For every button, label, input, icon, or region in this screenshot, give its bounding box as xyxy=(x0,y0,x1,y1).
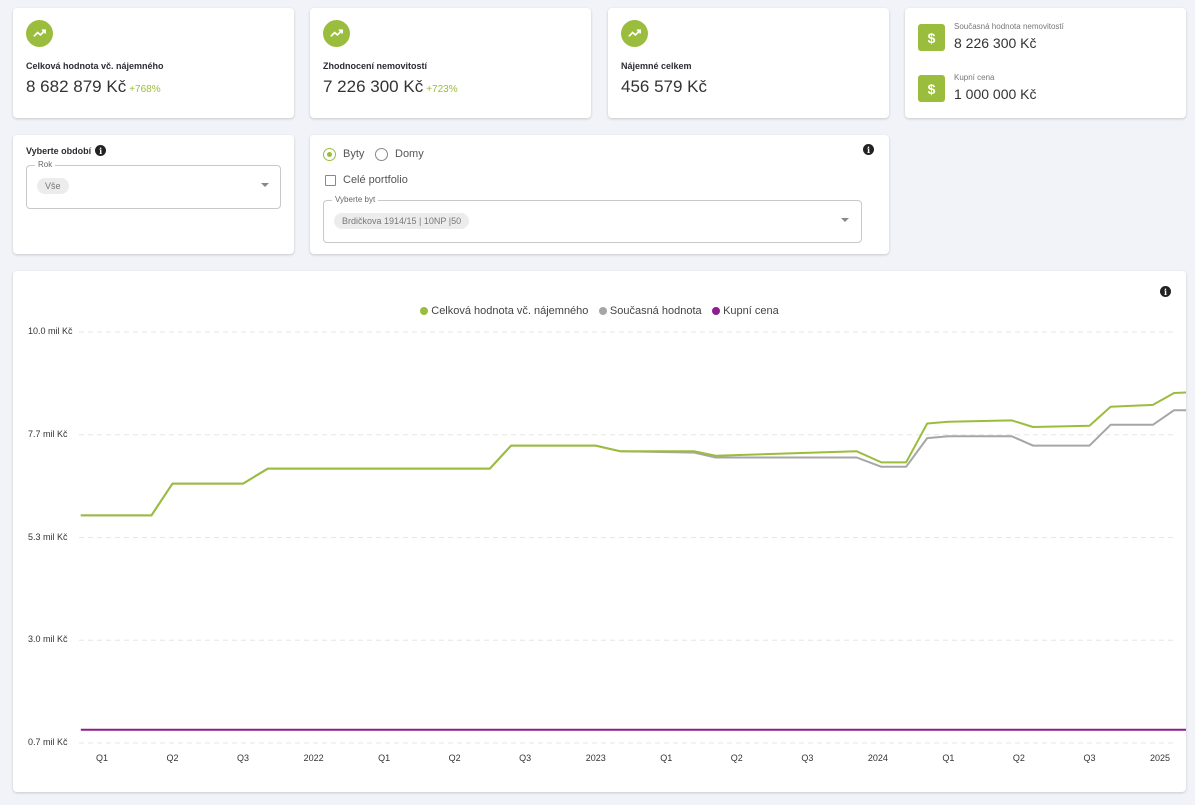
x-tick-label: Q2 xyxy=(1012,753,1025,763)
year-select-label: Rok xyxy=(35,160,56,169)
legend-label: Současná hodnota xyxy=(609,305,702,317)
kpi-value-text: 7 226 300 Kč xyxy=(323,77,424,96)
info-icon[interactable]: i xyxy=(1160,286,1171,297)
kpi-value: 7 226 300 Kč +723% xyxy=(323,77,458,97)
x-tick-label: 2024 xyxy=(867,753,888,763)
legend-label: Celková hodnota vč. nájemného xyxy=(431,305,589,317)
kpi-card-appreciation: Zhodnocení nemovitostí 7 226 300 Kč +723% xyxy=(310,8,591,118)
kpi-value-text: 456 579 Kč xyxy=(621,77,708,96)
y-tick-label: 10.0 mil Kč xyxy=(28,326,73,336)
radio-houses[interactable] xyxy=(375,148,388,161)
purchase-price-value: 1 000 000 Kč xyxy=(954,86,1037,102)
trending-up-icon xyxy=(26,20,53,47)
property-card: Byty Domy Celé portfolio i Vyberte byt B… xyxy=(310,135,889,254)
x-tick-label: Q1 xyxy=(95,753,109,763)
period-title: Vyberte období i xyxy=(26,145,107,156)
legend-item-total[interactable]: Celková hodnota vč. nájemného xyxy=(420,305,588,317)
trending-up-icon xyxy=(621,20,648,47)
kpi-label: Celková hodnota vč. nájemného xyxy=(26,61,164,71)
kpi-delta: +768% xyxy=(129,84,161,95)
x-tick-label: 2022 xyxy=(303,753,324,763)
current-value: 8 226 300 Kč xyxy=(954,35,1037,51)
legend-label: Kupní cena xyxy=(723,305,779,317)
period-card: Vyberte období i Rok Vše xyxy=(13,135,294,254)
radio-flats-label[interactable]: Byty xyxy=(343,148,365,160)
property-select[interactable]: Vyberte byt Brdičkova 1914/15 | 10NP |50 xyxy=(323,195,862,243)
x-tick-label: Q3 xyxy=(801,753,814,763)
x-tick-label: Q1 xyxy=(660,753,673,763)
kpi-label: Nájemné celkem xyxy=(621,61,692,71)
line-chart xyxy=(79,331,1186,744)
info-icon[interactable]: i xyxy=(863,144,874,155)
x-tick-label: Q1 xyxy=(378,753,391,763)
dollar-icon: $ xyxy=(918,75,945,102)
property-chip[interactable]: Brdičkova 1914/15 | 10NP |50 xyxy=(334,213,470,229)
portfolio-label[interactable]: Celé portfolio xyxy=(343,174,408,186)
legend-item-current[interactable]: Současná hodnota xyxy=(598,305,702,317)
chart-legend: Celková hodnota vč. nájemného Současná h… xyxy=(13,302,1186,320)
trending-up-icon xyxy=(323,20,350,47)
info-icon[interactable]: i xyxy=(95,145,107,156)
x-tick-label: Q2 xyxy=(166,753,179,763)
x-tick-label: Q3 xyxy=(237,753,250,763)
current-value-label: Současná hodnota nemovitostí xyxy=(954,22,1064,31)
year-chip[interactable]: Vše xyxy=(37,178,69,194)
property-select-label: Vyberte byt xyxy=(332,195,379,204)
period-title-text: Vyberte období xyxy=(26,145,92,156)
kpi-value-text: 8 682 879 Kč xyxy=(26,77,127,96)
kpi-value: 456 579 Kč xyxy=(621,77,707,97)
dollar-icon: $ xyxy=(918,24,945,51)
y-tick-label: 3.0 mil Kč xyxy=(28,634,68,645)
x-tick-label: Q2 xyxy=(448,753,461,763)
y-tick-label: 5.3 mil Kč xyxy=(28,531,68,542)
kpi-label: Zhodnocení nemovitostí xyxy=(323,61,428,71)
x-tick-label: 2023 xyxy=(585,753,606,763)
x-tick-label: 2025 xyxy=(1149,753,1171,763)
chevron-down-icon[interactable] xyxy=(261,183,269,187)
legend-dot xyxy=(712,307,721,315)
legend-item-purchase[interactable]: Kupní cena xyxy=(712,305,779,317)
x-tick-label: Q2 xyxy=(730,753,743,763)
purchase-price-label: Kupní cena xyxy=(954,73,995,82)
summary-card: $ Současná hodnota nemovitostí 8 226 300… xyxy=(905,8,1186,118)
y-tick-label: 0.7 mil Kč xyxy=(28,737,68,747)
legend-dot xyxy=(598,307,607,315)
x-tick-label: Q3 xyxy=(519,753,532,763)
x-tick-label: Q1 xyxy=(942,753,955,763)
radio-houses-label[interactable]: Domy xyxy=(395,148,424,160)
chart-card: i Celková hodnota vč. nájemného Současná… xyxy=(13,271,1186,792)
kpi-delta: +723% xyxy=(426,84,458,95)
kpi-card-rent: Nájemné celkem 456 579 Kč xyxy=(608,8,889,118)
x-tick-label: Q3 xyxy=(1083,753,1096,763)
legend-dot xyxy=(420,307,429,315)
chevron-down-icon[interactable] xyxy=(841,218,849,222)
series-line-0 xyxy=(80,391,1186,517)
y-tick-label: 7.7 mil Kč xyxy=(28,428,68,439)
year-select[interactable]: Rok Vše xyxy=(26,160,281,209)
kpi-value: 8 682 879 Kč +768% xyxy=(26,77,161,97)
portfolio-checkbox[interactable] xyxy=(325,175,336,186)
kpi-card-total: Celková hodnota vč. nájemného 8 682 879 … xyxy=(13,8,294,118)
series-line-1 xyxy=(80,409,1186,517)
radio-flats[interactable] xyxy=(323,148,336,161)
